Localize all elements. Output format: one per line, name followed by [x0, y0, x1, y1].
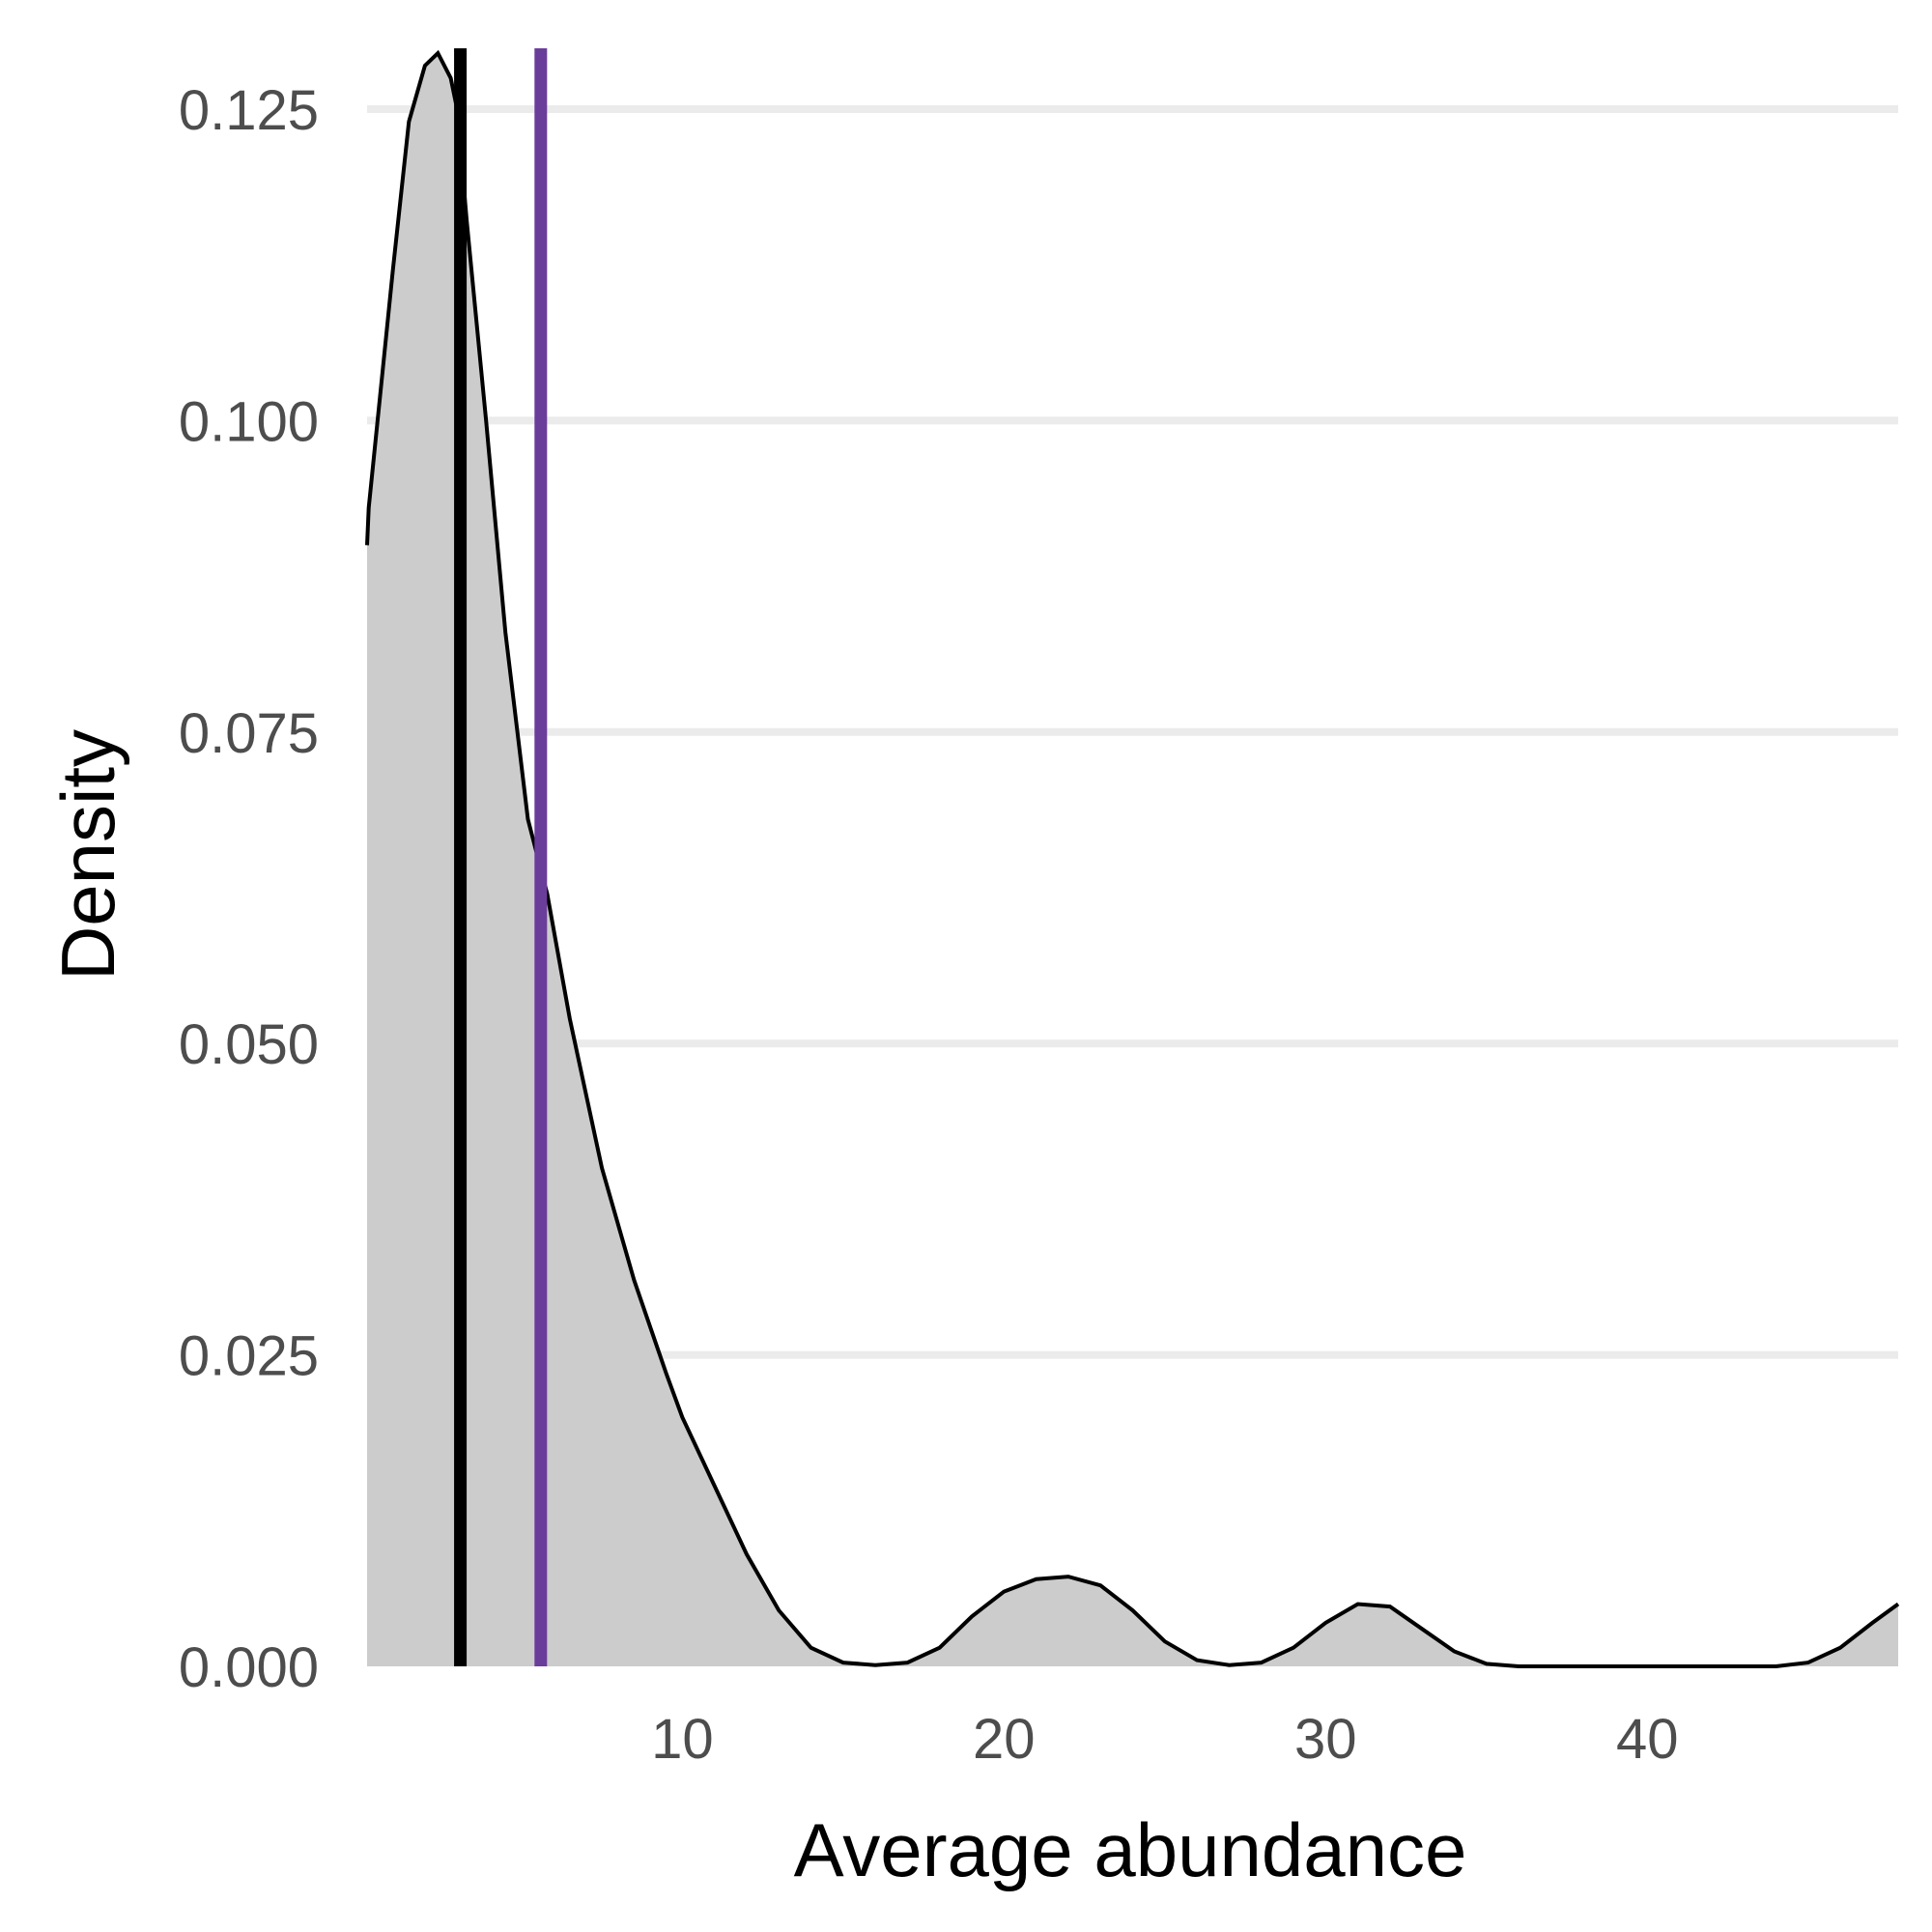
density-area: [367, 53, 1898, 1666]
y-tick-label: 0.100: [179, 390, 319, 453]
x-axis-title: Average abundance: [794, 1807, 1467, 1892]
x-tick-label: 20: [973, 1708, 1036, 1771]
x-tick-label: 30: [1294, 1708, 1357, 1771]
x-tick-label: 40: [1616, 1708, 1679, 1771]
x-tick-labels: 10 20 30 40: [651, 1708, 1678, 1771]
y-tick-label: 0.125: [179, 79, 319, 142]
y-tick-labels: 0.000 0.025 0.050 0.075 0.100 0.125: [179, 79, 319, 1699]
x-tick-label: 10: [651, 1708, 714, 1771]
y-tick-label: 0.050: [179, 1013, 319, 1076]
y-tick-label: 0.000: [179, 1636, 319, 1699]
reference-lines: [454, 48, 548, 1666]
density-curve: [365, 49, 1900, 1668]
y-tick-label: 0.075: [179, 702, 319, 765]
grid-lines: [367, 105, 1898, 1359]
y-tick-label: 0.025: [179, 1325, 319, 1388]
y-axis-title: Density: [45, 729, 130, 980]
